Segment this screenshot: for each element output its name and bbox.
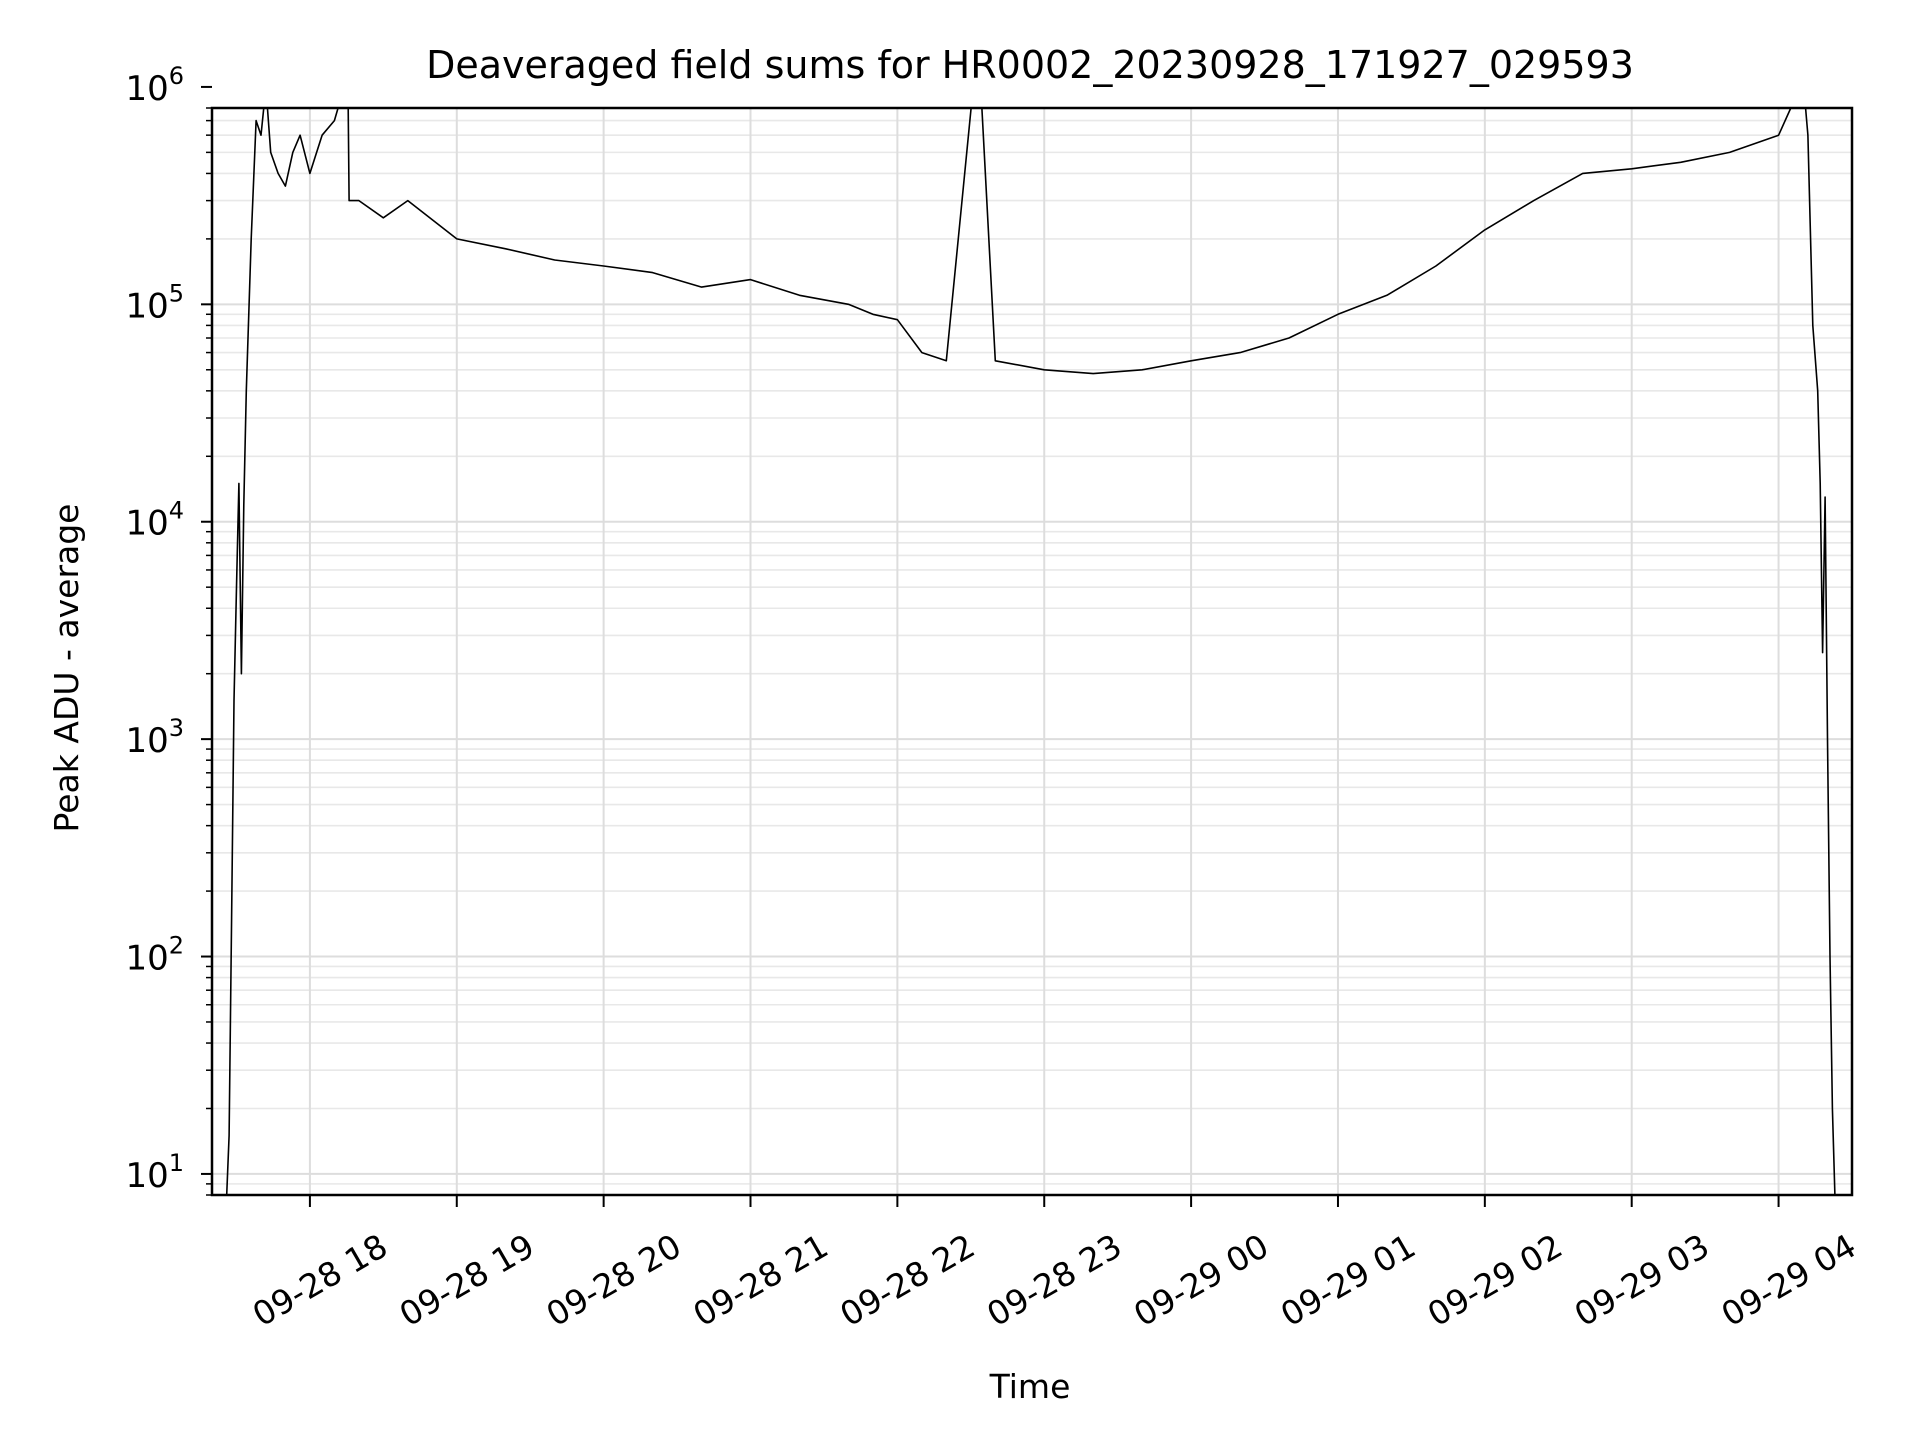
x-axis-label: Time [989,1367,1071,1406]
y-axis-label: Peak ADU - average [47,504,86,833]
y-tick-label-exponent: 5 [169,279,184,307]
y-tick-label-exponent: 6 [169,62,184,90]
y-tick-label: 103 [125,714,184,761]
series-line [225,108,1836,1195]
y-tick-label-exponent: 3 [169,714,184,742]
plot-frame [210,106,1854,1197]
chart-title: Deaveraged field sums for HR0002_2023092… [426,43,1634,87]
y-tick-label-exponent: 1 [169,1149,184,1177]
y-tick-label-exponent: 4 [169,497,184,525]
series-layer [225,108,1836,1195]
y-tick-label-exponent: 2 [169,932,184,960]
grid-layer [212,107,1852,1196]
